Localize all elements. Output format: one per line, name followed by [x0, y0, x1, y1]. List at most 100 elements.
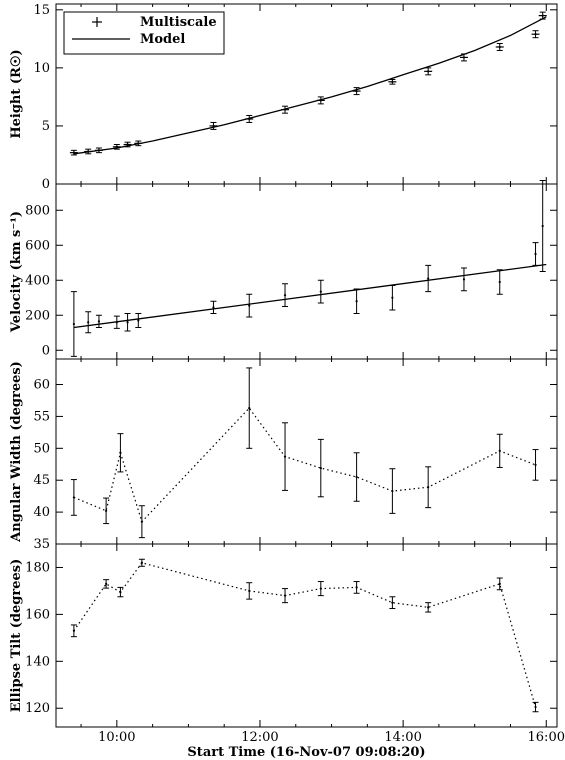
error-bar	[282, 422, 289, 491]
panel-frame	[55, 183, 558, 360]
y-tick-label: 600	[25, 238, 50, 253]
data-point	[97, 320, 101, 323]
x-tick-label: 14:00	[384, 730, 421, 745]
error-bar	[460, 267, 467, 292]
data-point	[105, 509, 108, 512]
error-bar	[539, 180, 546, 272]
y-tick-label: 140	[25, 654, 50, 669]
error-bar	[353, 288, 360, 314]
series-line	[73, 562, 537, 708]
error-bar	[246, 367, 253, 449]
error-bar	[532, 242, 539, 266]
data-point	[283, 455, 287, 458]
y-tick-label: 120	[25, 701, 50, 716]
error-bar	[389, 285, 396, 311]
panel-height: 0 5 10 15 Height (R☉) Multiscale Model	[9, 3, 558, 192]
y-tick-label: 0	[42, 177, 50, 192]
error-bar	[117, 433, 124, 473]
y-axis-label: Ellipse Tilt (degrees)	[9, 559, 24, 712]
data-point	[534, 252, 537, 256]
y-tick-label: 55	[33, 409, 50, 424]
data-point	[72, 629, 75, 632]
y-axis-label: Angular Width (degrees)	[9, 361, 24, 543]
error-bar	[352, 87, 361, 96]
legend: Multiscale Model	[63, 11, 225, 55]
data-point	[212, 306, 215, 309]
y-tick-label: 10	[33, 61, 50, 76]
error-bar	[425, 602, 432, 613]
error-bar	[389, 468, 396, 514]
data-point	[126, 321, 129, 324]
data-point	[462, 278, 466, 281]
data-point	[137, 319, 140, 322]
y-tick-label: 40	[33, 505, 50, 520]
data-point	[72, 322, 75, 326]
x-tick-label: 12:00	[241, 730, 278, 745]
legend-label: Model	[140, 32, 185, 47]
error-bar	[69, 149, 78, 156]
error-bar	[138, 558, 145, 567]
data-point	[355, 586, 358, 589]
data-point	[248, 589, 251, 593]
data-point	[498, 582, 501, 585]
y-tick-label: 15	[33, 3, 50, 18]
error-bar	[124, 313, 131, 332]
error-bar	[424, 67, 433, 76]
data-point	[72, 496, 75, 499]
data-point	[248, 407, 251, 410]
error-bar	[246, 582, 253, 600]
data-point	[427, 277, 430, 280]
data-point	[498, 280, 501, 284]
y-tick-label: 200	[25, 308, 50, 323]
error-bar	[103, 497, 110, 525]
error-bar	[538, 11, 547, 20]
error-bar	[531, 30, 540, 39]
legend-label: Multiscale	[140, 15, 217, 30]
series-multiscale	[69, 11, 547, 156]
data-point	[105, 582, 108, 585]
panel-frame	[55, 543, 558, 728]
error-bar	[425, 466, 432, 509]
error-bar	[388, 78, 397, 85]
error-bar	[532, 449, 539, 481]
data-point	[140, 561, 143, 564]
error-bar	[496, 577, 503, 591]
data-point	[391, 601, 394, 604]
y-tick-label: 180	[25, 560, 50, 575]
error-bar	[532, 701, 539, 713]
data-point	[119, 451, 122, 454]
y-axis-label: Height (R☉)	[9, 49, 24, 138]
panel-angular-width: 35 40 45 50 55 60 Angular Width (degrees)	[9, 358, 558, 552]
error-bar	[70, 624, 77, 638]
y-tick-label: 5	[42, 119, 50, 134]
series-line	[73, 16, 547, 155]
x-axis-label: Start Time (16-Nov-07 09:08:20)	[187, 745, 425, 760]
data-point	[541, 224, 544, 228]
data-point	[87, 321, 90, 324]
error-bar	[282, 283, 289, 307]
error-bar	[317, 581, 324, 597]
data-point	[319, 466, 322, 470]
series-velocity-0	[70, 180, 546, 357]
error-bar	[70, 479, 77, 516]
data-point	[534, 463, 537, 466]
error-bar	[496, 433, 503, 468]
x-tick-label: 10:00	[98, 730, 135, 745]
y-tick-label: 50	[33, 441, 50, 456]
series-velocity-1	[73, 263, 547, 329]
data-point	[498, 449, 501, 452]
error-bar	[353, 581, 360, 594]
error-bar	[495, 42, 504, 51]
y-tick-label: 45	[33, 473, 50, 488]
y-tick-label: 35	[33, 537, 50, 552]
series-angular-width-0	[70, 367, 539, 539]
error-bar	[246, 293, 253, 318]
data-point	[283, 594, 287, 597]
y-tick-label: 60	[33, 378, 50, 393]
error-bar	[317, 438, 324, 498]
y-tick-label: 160	[25, 607, 50, 622]
data-point	[283, 294, 287, 297]
error-bar	[85, 311, 92, 334]
